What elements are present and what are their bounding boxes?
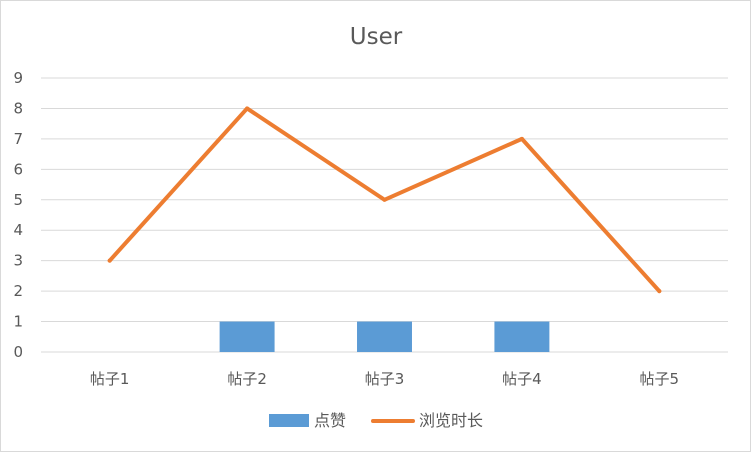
chart-title: User <box>350 24 403 50</box>
legend-label-bar: 点赞 <box>314 411 346 430</box>
legend-bar-swatch <box>269 414 309 427</box>
x-tick-label: 帖子3 <box>365 370 405 388</box>
y-tick-label: 6 <box>13 160 23 178</box>
bar-series <box>219 321 550 352</box>
x-tick-label: 帖子4 <box>502 370 542 388</box>
y-tick-label: 9 <box>13 69 23 87</box>
y-axis-tick-labels: 0 1 2 3 4 5 6 7 8 9 <box>13 69 23 361</box>
x-axis-tick-labels: 帖子1 帖子2 帖子3 帖子4 帖子5 <box>90 370 679 388</box>
y-tick-label: 5 <box>13 191 23 209</box>
y-tick-label: 4 <box>13 221 23 239</box>
y-tick-label: 3 <box>13 252 23 270</box>
y-tick-label: 1 <box>13 313 23 331</box>
y-tick-label: 8 <box>13 99 23 117</box>
line-series <box>107 106 662 294</box>
line-point-4 <box>519 136 524 141</box>
gridlines <box>41 77 728 353</box>
bar-4 <box>494 321 550 352</box>
line-point-3 <box>382 197 387 202</box>
y-tick-label: 0 <box>13 343 23 361</box>
line-point-1 <box>107 258 112 263</box>
y-tick-label: 7 <box>13 130 23 148</box>
line-point-5 <box>657 289 662 294</box>
y-tick-label: 2 <box>13 282 23 300</box>
line-point-2 <box>245 106 250 111</box>
legend-label-line: 浏览时长 <box>419 411 483 430</box>
bar-3 <box>357 321 412 352</box>
bar-2 <box>219 321 275 352</box>
legend: 点赞 浏览时长 <box>269 411 483 430</box>
x-tick-label: 帖子1 <box>90 370 130 388</box>
x-tick-label: 帖子2 <box>227 370 267 388</box>
x-tick-label: 帖子5 <box>640 370 680 388</box>
